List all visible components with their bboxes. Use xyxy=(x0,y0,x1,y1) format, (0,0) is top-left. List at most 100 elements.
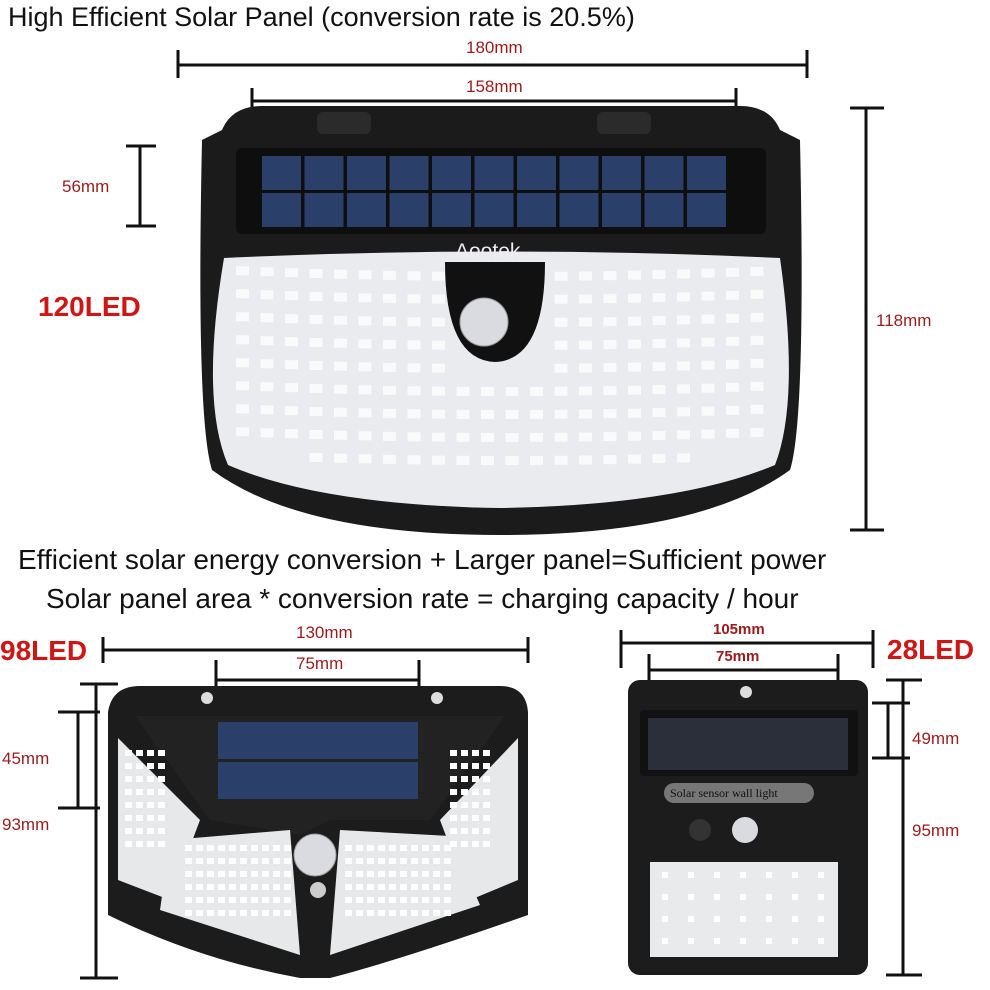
led-chip xyxy=(472,750,479,756)
led-chip xyxy=(603,455,617,465)
led-chip xyxy=(400,897,407,903)
led-chip xyxy=(701,314,715,324)
led-chip xyxy=(196,871,203,877)
led-chip xyxy=(229,871,236,877)
led-chip xyxy=(383,408,396,418)
led-chip xyxy=(125,815,132,821)
led-chip xyxy=(262,845,269,851)
led-chip xyxy=(262,871,269,877)
led-chip xyxy=(411,845,418,851)
led-chip xyxy=(285,337,298,347)
led-chip xyxy=(158,815,165,821)
dimension-lines xyxy=(58,50,922,980)
led-chip xyxy=(285,268,298,278)
led-chip xyxy=(240,858,247,864)
solar-cell xyxy=(559,193,599,227)
led-chip xyxy=(818,872,824,878)
led-chip xyxy=(285,291,298,301)
led-chip xyxy=(677,407,690,417)
led-count-120: 120LED xyxy=(38,291,141,322)
led-chip xyxy=(740,938,746,944)
led-chip xyxy=(358,385,372,395)
led-chip xyxy=(389,897,396,903)
dim-28-width-panel: 75mm xyxy=(716,648,760,665)
led-chip xyxy=(422,884,429,890)
led-chip xyxy=(433,910,440,916)
led-chip xyxy=(652,362,666,372)
led-chip xyxy=(309,407,323,417)
led-chip xyxy=(628,362,641,372)
heading: High Efficient Solar Panel (conversion r… xyxy=(8,2,635,32)
led-chip xyxy=(147,763,154,769)
led-chip xyxy=(792,916,798,922)
solar-cell xyxy=(687,156,726,190)
led-chip xyxy=(358,362,372,372)
led-chip xyxy=(273,910,280,916)
led-chip xyxy=(367,845,374,851)
led-chip xyxy=(411,884,418,890)
led-chip xyxy=(158,802,165,808)
led-chip xyxy=(158,750,165,756)
led-chip xyxy=(505,409,519,419)
led-chip xyxy=(432,432,445,442)
led-chip xyxy=(792,872,798,878)
solar-cell xyxy=(559,156,599,190)
led-chip xyxy=(185,897,192,903)
solar-cell xyxy=(262,193,301,227)
product-badge: Solar sensor wall light xyxy=(670,786,778,800)
led-chip xyxy=(628,431,641,441)
led-chip xyxy=(309,384,323,394)
led-chip xyxy=(284,845,291,851)
led-chip xyxy=(367,910,374,916)
solar-cell xyxy=(517,156,556,190)
led-chip xyxy=(662,872,668,878)
led-chip xyxy=(714,894,720,900)
tagline-1: Efficient solar energy conversion + Larg… xyxy=(18,544,827,575)
led-chip xyxy=(218,858,225,864)
solar-cell xyxy=(389,193,429,227)
led-chip xyxy=(726,359,739,369)
led-chip xyxy=(433,897,440,903)
led-chip xyxy=(433,858,440,864)
led-chip xyxy=(356,897,363,903)
led-chip xyxy=(345,897,352,903)
led-chip xyxy=(407,363,421,373)
led-chip xyxy=(726,428,739,438)
led-chip xyxy=(628,339,641,349)
led-chip xyxy=(218,845,225,851)
led-chip xyxy=(726,405,739,415)
led-chip xyxy=(450,763,457,769)
led-chip xyxy=(603,294,617,304)
led-chip xyxy=(389,884,396,890)
led-chip xyxy=(456,432,470,442)
led-chip xyxy=(422,897,429,903)
led-chip xyxy=(285,383,298,393)
led-chip xyxy=(450,750,457,756)
led-chip xyxy=(411,871,418,877)
led-chip xyxy=(603,363,617,373)
led-chip xyxy=(652,431,666,441)
led-chip xyxy=(136,828,143,834)
led-chip xyxy=(411,910,418,916)
led-chip xyxy=(472,776,479,782)
led-chip xyxy=(407,455,421,465)
led-chip xyxy=(262,910,269,916)
led-chip xyxy=(334,315,347,325)
led-chip xyxy=(358,293,372,303)
led-chip xyxy=(356,858,363,864)
led-chip xyxy=(285,314,298,324)
led-chip xyxy=(554,294,568,304)
led-chip xyxy=(444,910,451,916)
led-chip xyxy=(400,858,407,864)
led-chip xyxy=(185,858,192,864)
dim-120-panel-height: 56mm xyxy=(62,177,110,196)
led-chip xyxy=(407,317,421,327)
dim-28-width-total: 105mm xyxy=(713,621,765,638)
led-chip xyxy=(481,386,494,396)
dim-120-width-total: 180mm xyxy=(466,38,523,57)
led-chip xyxy=(444,858,451,864)
led-chip xyxy=(229,884,236,890)
led-chip xyxy=(662,916,668,922)
led-chip xyxy=(554,271,568,281)
led-chip xyxy=(334,361,347,371)
